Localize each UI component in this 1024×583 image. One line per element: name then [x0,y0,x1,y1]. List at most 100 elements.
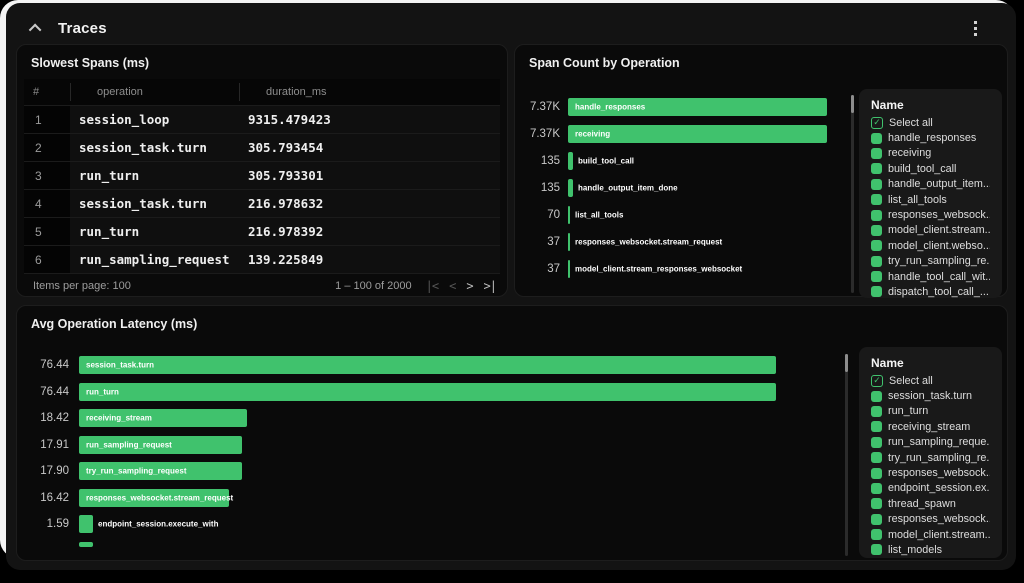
legend-swatch-icon [871,209,882,221]
bar[interactable] [568,98,827,116]
cell-duration: 9315.479423 [248,112,331,127]
legend-item[interactable]: try_run_sampling_re... [871,254,990,269]
chart-scrollbar[interactable] [851,95,854,293]
legend-swatch-icon [871,194,882,206]
table-row[interactable]: 4 session_task.turn 216.978632 [24,189,500,217]
col-header-index: # [33,86,40,98]
table-row[interactable]: 3 run_turn 305.793301 [24,161,500,189]
chart-bar-row: 37 model_client.stream_responses_websocke… [523,260,827,278]
bar-track: handle_output_item_done [568,179,827,197]
legend-item[interactable]: build_tool_call [871,161,990,176]
legend-item[interactable]: list_all_tools [871,192,990,207]
bar[interactable] [79,382,776,401]
bar[interactable] [568,206,570,224]
next-page-icon[interactable]: > [466,279,473,293]
legend-item[interactable]: try_run_sampling_re... [871,450,990,465]
first-page-icon[interactable]: |< [425,279,439,293]
bar[interactable] [79,356,776,374]
kebab-menu-icon[interactable] [964,15,986,41]
checkbox-checked-icon[interactable]: ✓ [871,374,883,387]
bar[interactable] [79,435,242,454]
bar-value-label: 37 [547,236,560,248]
legend-label: list_models [888,543,943,556]
bar[interactable] [79,409,247,427]
table-row[interactable]: 6 run_sampling_request 139.225849 [24,245,500,273]
bar[interactable] [79,515,93,533]
legend-label: handle_responses [888,132,977,145]
legend-label: receiving_stream [888,420,971,433]
legend-item[interactable]: model_client.webso... [871,238,990,253]
bar-track: session_task.turn [79,356,776,374]
bar-text-label: receiving_stream [86,413,152,423]
legend-select-all[interactable]: ✓ Select all [871,115,990,130]
legend-swatch-icon [871,240,882,252]
legend-item[interactable]: thread_spawn [871,496,990,511]
legend-item[interactable]: handle_tool_call_wit... [871,269,990,284]
legend-item[interactable]: model_client.stream... [871,527,990,542]
chart-scrollbar-thumb[interactable] [851,95,854,113]
bar-text-label: endpoint_session.execute_with [98,519,219,529]
legend-swatch-icon [871,513,882,525]
legend-item[interactable]: responses_websock... [871,512,990,527]
legend-item[interactable]: receiving_stream [871,419,990,434]
cell-operation: session_task.turn [79,140,207,155]
cell-operation: session_loop [79,112,170,127]
bar-value-label: 7.37K [529,101,560,113]
chart-bar-row: 1.59 endpoint_session.execute_with [27,515,776,533]
legend-item[interactable]: endpoint_session.ex... [871,481,990,496]
chart-scrollbar[interactable] [845,354,848,556]
bar-track: try_run_sampling_request [79,462,776,480]
legend-item[interactable]: dispatch_tool_call_... [871,284,990,298]
bar-text-label: receiving [575,129,611,139]
legend-label: endpoint_session.ex... [888,482,990,495]
bar-partial[interactable] [79,541,93,547]
last-page-icon[interactable]: >| [483,279,497,293]
chart-bar-row: 17.91 run_sampling_request [27,435,776,454]
prev-page-icon[interactable]: < [449,279,456,293]
bar[interactable] [568,233,570,251]
legend-item[interactable]: run_turn [871,404,990,419]
legend-item[interactable]: session_task.turn [871,388,990,403]
bar-track: receiving [568,125,827,143]
bar-text-label: handle_responses [575,102,646,112]
legend-item[interactable]: handle_responses [871,130,990,145]
bar[interactable] [568,179,573,197]
bar-value-label: 70 [547,209,560,221]
table-row[interactable]: 2 session_task.turn 305.793454 [24,133,500,161]
bar-value-label: 76.44 [40,359,69,371]
bar[interactable] [568,125,827,143]
cell-duration: 139.225849 [248,252,324,267]
bar-value-label: 17.90 [40,465,69,477]
bar[interactable] [79,488,229,507]
checkbox-checked-icon[interactable]: ✓ [871,116,883,129]
legend-label: run_turn [888,405,929,418]
items-per-page-value[interactable]: 100 [112,280,131,292]
chart-bar-row: 7.37K receiving [523,125,827,143]
legend-item[interactable]: model_client.stream... [871,223,990,238]
legend-item[interactable]: list_models [871,542,990,557]
legend-item[interactable]: receiving [871,146,990,161]
cell-operation: run_turn [79,224,140,239]
legend-item[interactable]: responses_websock... [871,207,990,222]
bar[interactable] [79,462,242,480]
legend-item[interactable]: handle_output_item... [871,177,990,192]
cell-index: 6 [24,246,70,273]
bar[interactable] [568,260,570,278]
legend-swatch-icon [871,255,882,267]
cell-index: 2 [24,134,70,161]
legend-item[interactable]: run_sampling_reque... [871,435,990,450]
chart-bar-row: 135 build_tool_call [523,152,827,170]
chart-scrollbar-thumb[interactable] [845,354,848,372]
legend-select-all[interactable]: ✓ Select all [871,373,990,388]
collapse-chevron-icon[interactable] [28,23,42,36]
bar[interactable] [568,152,573,170]
legend-item[interactable]: responses_websock... [871,465,990,480]
legend-swatch-icon [871,390,882,402]
items-per-page[interactable]: Items per page: 100 [33,280,131,292]
span-count-panel: Span Count by Operation 7.37K handle_resp… [514,44,1008,298]
table-row[interactable]: 5 run_turn 216.978392 [24,217,500,245]
table-row[interactable]: 1 session_loop 9315.479423 [24,105,500,133]
chart-bar-row: 135 handle_output_item_done [523,179,827,197]
bar-value-label: 135 [540,155,560,167]
bar-text-label: responses_websocket.stream_request [575,237,723,247]
